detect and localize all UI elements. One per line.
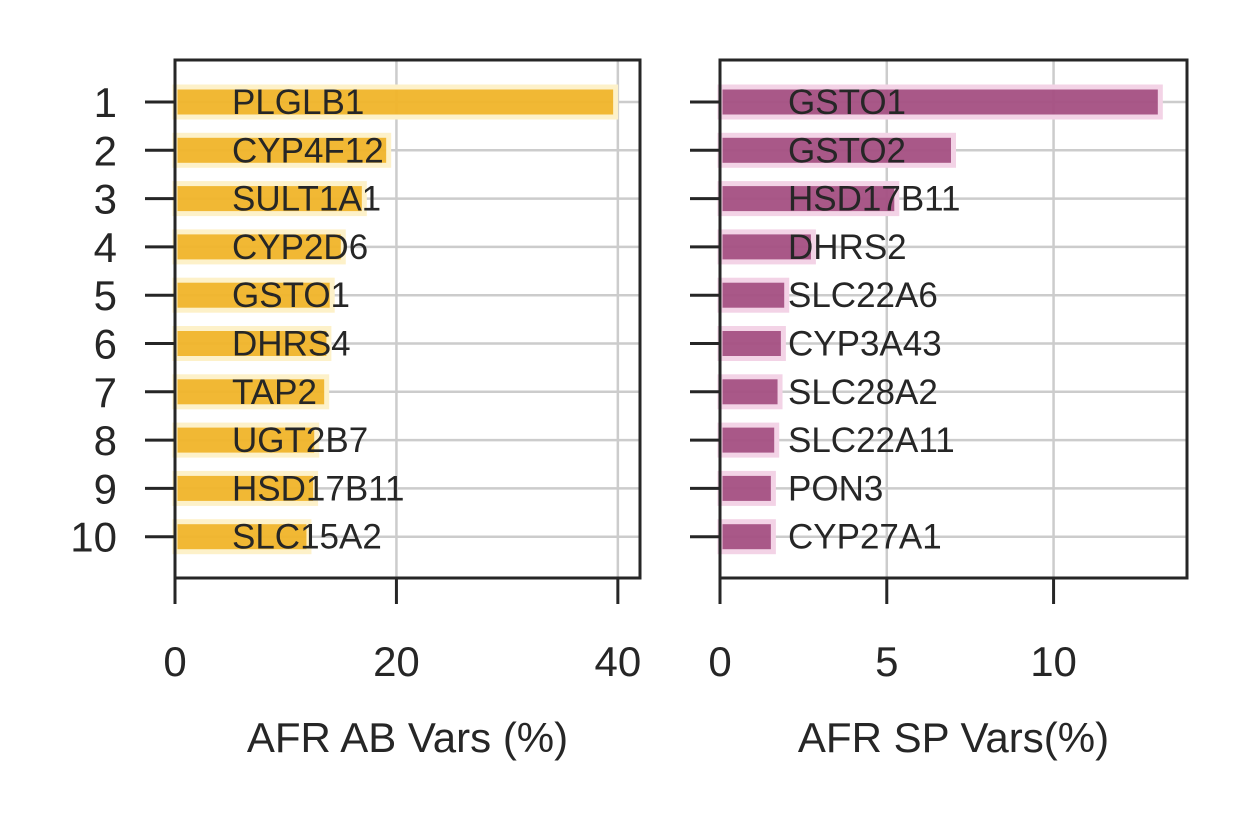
bar-label: UGT2B7 <box>232 421 368 460</box>
x-tick-label: 0 <box>163 638 186 685</box>
bar <box>172 519 312 555</box>
bar-label: SLC22A11 <box>788 421 955 460</box>
bar <box>717 181 900 217</box>
bar-label: CYP2D6 <box>232 228 368 267</box>
bar <box>717 277 790 313</box>
bar <box>717 374 783 410</box>
y-tick-label: 5 <box>94 272 117 319</box>
bar <box>717 422 780 458</box>
bar <box>717 326 786 361</box>
bar-label: GSTO1 <box>232 276 350 315</box>
bar <box>172 229 346 265</box>
bar-label: GSTO1 <box>788 83 906 122</box>
y-tick-label: 9 <box>94 465 117 512</box>
x-axis-label: AFR AB Vars (%) <box>247 714 568 761</box>
left-panel: PLGLB1 CYP4F12 SULT1A1 CYP2D6 GSTO1 DHRS4 TAP2… <box>70 58 642 761</box>
bar-label: SLC15A2 <box>232 518 382 557</box>
x-axis-label: AFR SP Vars(%) <box>798 714 1109 761</box>
bar <box>172 422 320 458</box>
y-tick-label: 4 <box>94 224 117 271</box>
axes-frame <box>718 58 1189 580</box>
y-tick-label: 7 <box>94 369 117 416</box>
y-tick-label: 2 <box>94 127 117 174</box>
bar-label: DHRS4 <box>232 325 351 364</box>
bar-label: CYP27A1 <box>788 518 942 557</box>
y-tick-label: 8 <box>94 417 117 464</box>
bar <box>172 470 319 506</box>
bar-label: PON3 <box>788 469 883 508</box>
x-tick-label: 5 <box>875 638 898 685</box>
bar-label: HSD17B11 <box>232 469 405 508</box>
y-tick-label: 3 <box>94 176 117 223</box>
bar-label: SLC22A6 <box>788 276 938 315</box>
y-tick-label: 10 <box>70 514 117 561</box>
bar-label: GSTO2 <box>788 131 906 170</box>
y-tick-label: 1 <box>94 79 117 126</box>
bar-label: HSD17B11 <box>788 180 961 219</box>
bar-label: DHRS2 <box>788 228 907 267</box>
x-tick-label: 0 <box>708 638 731 685</box>
bar <box>717 470 776 506</box>
bar-label: SLC28A2 <box>788 373 938 412</box>
bar-label: CYP3A43 <box>788 325 942 364</box>
x-tick-label: 10 <box>1030 638 1077 685</box>
axes-frame <box>173 58 642 580</box>
bar <box>717 519 776 555</box>
y-tick-label: 6 <box>94 321 117 368</box>
bar <box>717 84 1163 120</box>
right-panel: GSTO1 GSTO2 HSD17B11 DHRS2 SLC22A6 CYP3A43 SLC… <box>690 58 1189 761</box>
bar-label: SULT1A1 <box>232 180 381 219</box>
bar-label: TAP2 <box>232 373 317 412</box>
x-tick-label: 40 <box>594 638 641 685</box>
bar-label: CYP4F12 <box>232 131 384 170</box>
bar-label: PLGLB1 <box>232 83 364 122</box>
x-tick-label: 20 <box>373 638 420 685</box>
